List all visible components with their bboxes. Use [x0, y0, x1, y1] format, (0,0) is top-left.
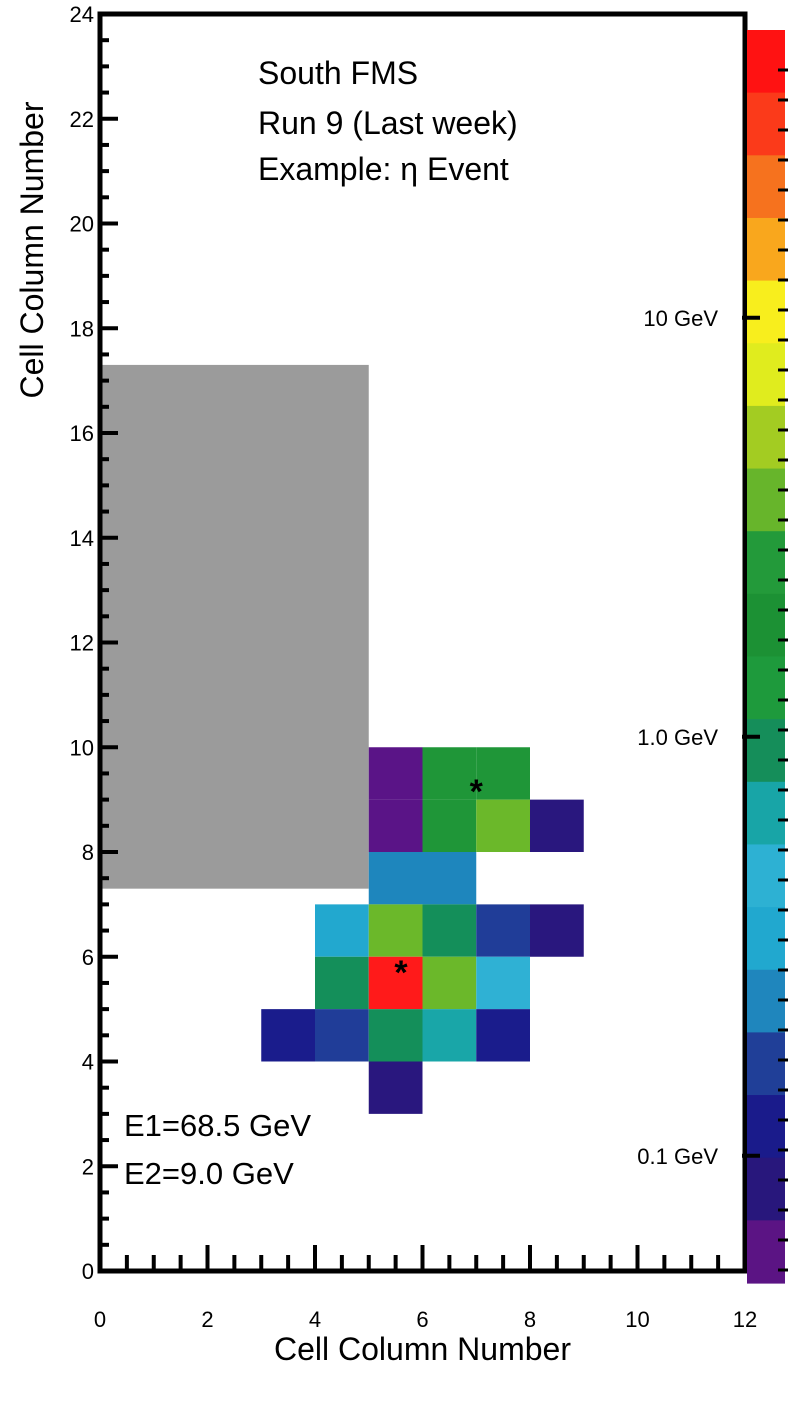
heatmap-cell: [315, 1009, 369, 1062]
heatmap-cell: [476, 956, 530, 1010]
x-tick-label: 10: [625, 1307, 649, 1332]
color-scale-swatch: [747, 593, 785, 658]
y-axis-title: Cell Column Number: [14, 101, 50, 398]
color-scale-swatch: [747, 656, 785, 720]
heatmap-cell: [261, 1009, 315, 1062]
y-tick-label: 18: [70, 316, 94, 341]
heatmap-cell: [368, 904, 423, 957]
color-scale-swatch: [747, 1220, 785, 1284]
color-scale-swatch: [747, 531, 785, 595]
heatmap-cell: [422, 904, 477, 957]
x-tick-label: 6: [416, 1307, 428, 1332]
x-axis-title: Cell Column Number: [274, 1331, 571, 1367]
blocked-region: [100, 364, 369, 889]
heatmap-cell: [368, 747, 423, 800]
color-scale-swatch: [747, 30, 785, 94]
heatmap-cell: [530, 904, 584, 957]
heatmap-cell: [422, 852, 477, 905]
x-tick-label: 2: [201, 1307, 213, 1332]
heatmap-cell: [476, 1009, 530, 1062]
color-scale-swatch: [747, 155, 785, 219]
y-tick-label: 2: [82, 1154, 94, 1179]
color-scale-swatch: [747, 280, 785, 344]
heatmap-cell: [422, 747, 477, 800]
color-scale: 10 GeV 1.0 GeV 0.1 GeV: [637, 30, 788, 1284]
y-tick-label: 24: [70, 2, 94, 27]
y-tick-label: 4: [82, 1050, 94, 1075]
heatmap-cell: [476, 799, 530, 852]
x-tick-label: 12: [733, 1307, 757, 1332]
heatmap-cell: [368, 1061, 423, 1114]
y-tick-label: 20: [70, 212, 94, 237]
color-scale-label: 0.1 GeV: [637, 1144, 718, 1169]
cells-layer: [261, 747, 584, 1114]
y-tick-label: 14: [70, 526, 94, 551]
color-scale-swatch: [747, 343, 785, 407]
cluster-marker: *: [394, 954, 408, 992]
y-tick-label: 16: [70, 421, 94, 446]
color-scale-label: 1.0 GeV: [637, 725, 718, 750]
markers-layer: **: [394, 773, 483, 992]
heatmap-cell: [368, 852, 423, 905]
y-tick-label: 0: [82, 1259, 94, 1284]
x-tick-label: 0: [94, 1307, 106, 1332]
title-line-2: Run 9 (Last week): [258, 105, 518, 141]
heatmap-cell: [368, 1009, 423, 1062]
y-tick-label: 22: [70, 107, 94, 132]
heatmap-cell: [476, 904, 530, 957]
heatmap-cell: [315, 956, 369, 1010]
color-scale-label: 10 GeV: [643, 306, 718, 331]
color-scale-swatch: [747, 1095, 785, 1159]
x-tick-label: 8: [524, 1307, 536, 1332]
color-scale-swatch: [747, 92, 785, 156]
energy-label-2: E2=9.0 GeV: [124, 1156, 294, 1191]
color-scale-swatch: [747, 468, 785, 532]
blocked-region-layer: [100, 364, 369, 889]
heatmap-cell: [368, 956, 423, 1010]
heatmap-cell: [315, 904, 369, 957]
energy-label-1: E1=68.5 GeV: [124, 1108, 311, 1143]
heatmap-cell: [476, 747, 530, 800]
y-tick-label: 12: [70, 631, 94, 656]
y-tick-label: 8: [82, 840, 94, 865]
color-scale-swatch: [747, 1032, 785, 1096]
heatmap-cell: [422, 799, 477, 852]
x-tick-label: 4: [309, 1307, 321, 1332]
color-scale-swatch: [747, 781, 785, 846]
heatmap-cell: [422, 956, 477, 1010]
y-tick-label: 10: [70, 735, 94, 760]
title-line-3: Example: η Event: [258, 151, 509, 187]
color-scale-swatch: [747, 844, 785, 908]
heatmap-cell: [422, 1009, 477, 1062]
heatmap-cell: [530, 799, 584, 852]
title-line-1: South FMS: [258, 55, 418, 91]
cluster-marker: *: [470, 773, 484, 811]
heatmap-cell: [368, 799, 423, 852]
y-tick-label: 6: [82, 945, 94, 970]
